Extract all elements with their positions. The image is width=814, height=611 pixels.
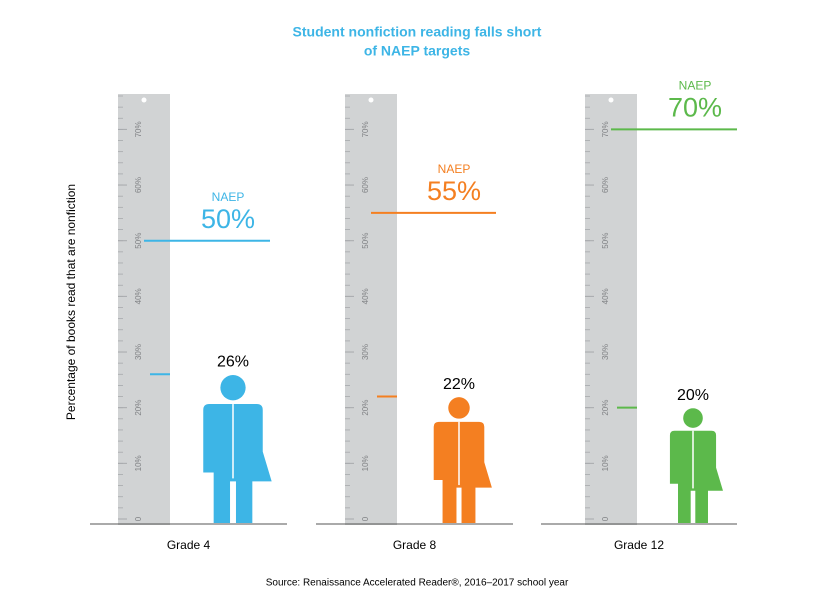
y-tick-label: 10% — [134, 455, 143, 471]
target-label: 55% — [427, 176, 481, 206]
y-tick-label: 20% — [361, 400, 370, 416]
target-label: 50% — [201, 204, 255, 234]
y-tick-label: 50% — [361, 233, 370, 249]
y-tick-label: 20% — [134, 400, 143, 416]
person-head — [448, 397, 470, 419]
person-body — [203, 404, 272, 523]
value-label: 26% — [217, 354, 249, 371]
person — [203, 375, 271, 523]
y-tick-label: 10% — [361, 455, 370, 471]
y-tick-label: 10% — [601, 455, 610, 471]
y-tick-label: 0 — [361, 516, 370, 521]
y-tick-label: 30% — [361, 344, 370, 360]
x-tick-label: Grade 12 — [614, 538, 664, 552]
legend-label: NAEP — [679, 79, 712, 93]
legend-label: NAEP — [438, 162, 471, 176]
y-tick-label: 0 — [601, 516, 610, 521]
y-tick-label: 0 — [134, 516, 143, 521]
y-tick-label: 60% — [134, 177, 143, 193]
y-tick-label: 50% — [601, 233, 610, 249]
y-tick-label: 70% — [601, 121, 610, 137]
y-tick-label: 30% — [134, 344, 143, 360]
y-tick-label: 50% — [134, 233, 143, 249]
y-tick-label: 30% — [601, 344, 610, 360]
value-label: 22% — [443, 376, 475, 393]
x-tick-label: Grade 4 — [167, 538, 211, 552]
person-head — [683, 408, 703, 428]
ruler — [345, 94, 397, 525]
x-tick-label: Grade 8 — [393, 538, 437, 552]
chart-title: Student nonfiction reading falls short — [293, 24, 542, 40]
value-label: 20% — [677, 387, 709, 404]
chart-title: of NAEP targets — [364, 43, 471, 59]
y-tick-label: 40% — [361, 288, 370, 304]
y-tick-label: 60% — [601, 177, 610, 193]
person-head — [220, 375, 246, 401]
y-axis-label: Percentage of books read that are nonfic… — [64, 184, 78, 420]
y-tick-label: 40% — [134, 288, 143, 304]
person-body — [433, 421, 492, 523]
y-tick-label: 70% — [134, 121, 143, 137]
y-tick-label: 70% — [361, 121, 370, 137]
y-tick-label: 60% — [361, 177, 370, 193]
y-tick-label: 40% — [601, 288, 610, 304]
ruler-hole — [368, 97, 374, 103]
ruler — [118, 94, 170, 525]
ruler-hole — [608, 97, 614, 103]
y-tick-label: 20% — [601, 400, 610, 416]
person-body — [669, 430, 723, 523]
ruler-hole — [141, 97, 147, 103]
target-label: 70% — [668, 93, 722, 123]
legend-label: NAEP — [212, 190, 245, 204]
person — [670, 408, 723, 523]
ruler — [585, 94, 637, 525]
source: Source: Renaissance Accelerated Reader®,… — [266, 578, 569, 589]
person — [434, 397, 492, 523]
